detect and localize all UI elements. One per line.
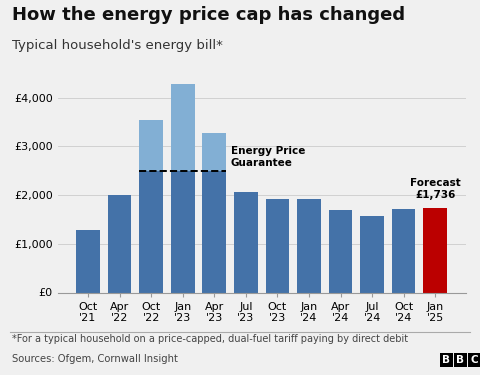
Bar xyxy=(392,209,416,292)
Bar xyxy=(203,171,226,292)
Bar xyxy=(234,192,258,292)
Text: C: C xyxy=(470,355,478,365)
Bar xyxy=(329,210,352,292)
Bar xyxy=(108,195,132,292)
Text: Sources: Ofgem, Cornwall Insight: Sources: Ofgem, Cornwall Insight xyxy=(12,354,178,364)
Text: *For a typical household on a price-capped, dual-fuel tariff paying by direct de: *For a typical household on a price-capp… xyxy=(12,334,408,344)
Bar xyxy=(139,120,163,171)
Bar xyxy=(76,230,100,292)
Text: B: B xyxy=(443,355,450,365)
Text: How the energy price cap has changed: How the energy price cap has changed xyxy=(12,6,405,24)
Bar xyxy=(265,199,289,292)
Text: Energy Price
Guarantee: Energy Price Guarantee xyxy=(231,146,305,168)
Bar xyxy=(171,171,194,292)
Text: Typical household's energy bill*: Typical household's energy bill* xyxy=(12,39,223,53)
Bar xyxy=(139,171,163,292)
Bar xyxy=(203,133,226,171)
Bar xyxy=(171,84,194,171)
Bar xyxy=(297,199,321,292)
Text: B: B xyxy=(456,355,464,365)
Bar xyxy=(423,208,447,292)
Text: Forecast
£1,736: Forecast £1,736 xyxy=(410,178,461,200)
Bar xyxy=(360,216,384,292)
